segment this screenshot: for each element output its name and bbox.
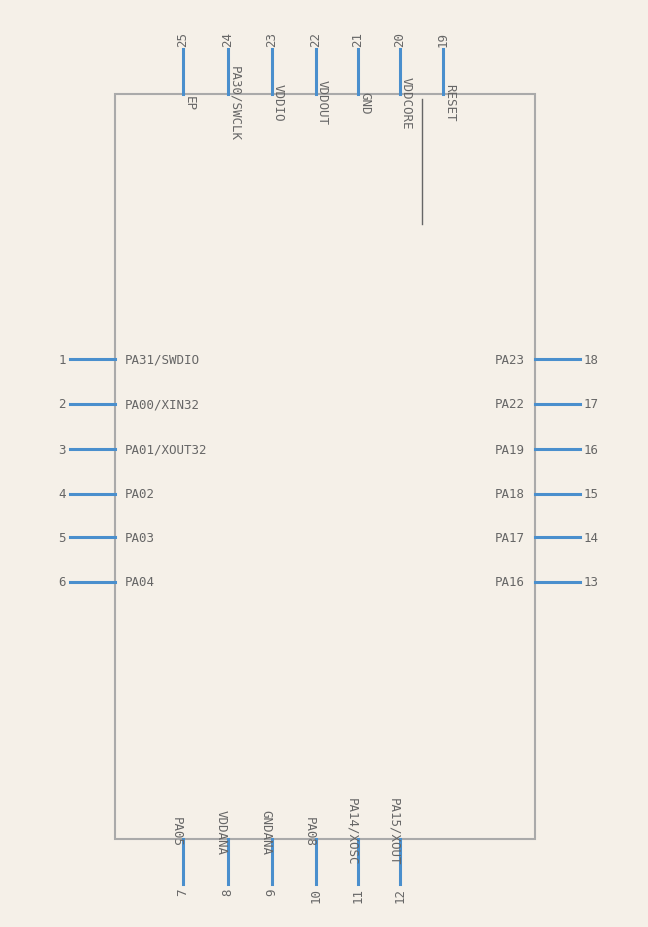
Text: 12: 12 — [393, 887, 406, 902]
Text: 16: 16 — [584, 443, 599, 456]
Text: VDDCORE: VDDCORE — [400, 77, 413, 129]
Text: 1: 1 — [58, 353, 66, 366]
Text: PA00/XIN32: PA00/XIN32 — [125, 398, 200, 411]
Text: 25: 25 — [176, 32, 189, 47]
Text: PA08: PA08 — [303, 816, 316, 846]
Text: RESET: RESET — [443, 84, 456, 121]
Text: PA05: PA05 — [170, 816, 183, 846]
Text: 10: 10 — [310, 887, 323, 902]
Text: 18: 18 — [584, 353, 599, 366]
Text: 4: 4 — [58, 488, 66, 501]
Text: PA31/SWDIO: PA31/SWDIO — [125, 353, 200, 366]
Text: 8: 8 — [222, 887, 235, 895]
Text: VDDIO: VDDIO — [272, 84, 285, 121]
Text: GND: GND — [358, 92, 371, 114]
Text: 21: 21 — [351, 32, 364, 47]
Text: 13: 13 — [584, 576, 599, 589]
Text: PA17: PA17 — [495, 531, 525, 544]
Text: PA04: PA04 — [125, 576, 155, 589]
Text: PA30/SWCLK: PA30/SWCLK — [228, 66, 241, 140]
Text: GNDANA: GNDANA — [259, 808, 272, 854]
Bar — [115, 95, 535, 839]
Text: 6: 6 — [58, 576, 66, 589]
Text: 9: 9 — [266, 887, 279, 895]
Text: PA23: PA23 — [495, 353, 525, 366]
Text: PA18: PA18 — [495, 488, 525, 501]
Text: PA01/XOUT32: PA01/XOUT32 — [125, 443, 207, 456]
Text: 7: 7 — [176, 887, 189, 895]
Text: EP: EP — [183, 95, 196, 110]
Text: PA03: PA03 — [125, 531, 155, 544]
Text: PA02: PA02 — [125, 488, 155, 501]
Text: 2: 2 — [58, 398, 66, 411]
Text: 3: 3 — [58, 443, 66, 456]
Text: 24: 24 — [222, 32, 235, 47]
Text: 5: 5 — [58, 531, 66, 544]
Text: PA14/XOSC: PA14/XOSC — [345, 797, 358, 865]
Text: PA22: PA22 — [495, 398, 525, 411]
Text: PA19: PA19 — [495, 443, 525, 456]
Text: PA16: PA16 — [495, 576, 525, 589]
Text: 19: 19 — [437, 32, 450, 47]
Text: 11: 11 — [351, 887, 364, 902]
Text: 22: 22 — [310, 32, 323, 47]
Text: VDDOUT: VDDOUT — [316, 81, 329, 125]
Text: 14: 14 — [584, 531, 599, 544]
Text: 15: 15 — [584, 488, 599, 501]
Text: VDDANA: VDDANA — [215, 808, 228, 854]
Text: 23: 23 — [266, 32, 279, 47]
Text: 20: 20 — [393, 32, 406, 47]
Text: PA15/XOUT: PA15/XOUT — [387, 797, 400, 865]
Text: 17: 17 — [584, 398, 599, 411]
